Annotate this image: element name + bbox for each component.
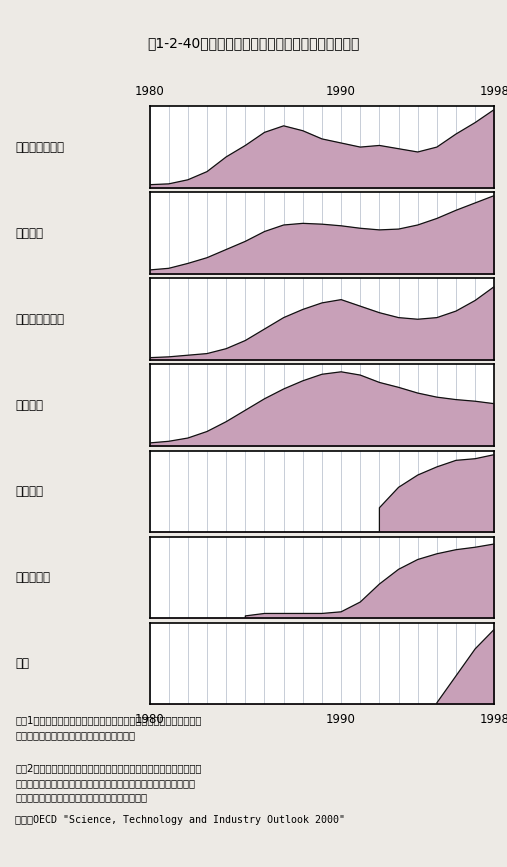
Text: カナダ゛: カナダ゛ xyxy=(15,226,43,239)
Text: 1998: 1998 xyxy=(480,85,507,98)
Text: オーストラリア: オーストラリア xyxy=(15,140,64,153)
Text: 注）1．オーストラリア、イギリス、米国はその他の国に比べスピン
　　　オフ企業の定義を狭くとらえている。: 注）1．オーストラリア、イギリス、米国はその他の国に比べスピン オフ企業の定義を… xyxy=(15,715,202,740)
Text: フランス: フランス xyxy=(15,399,43,412)
Text: イギ゛リス: イギ゛リス xyxy=(15,571,50,584)
Text: 1998: 1998 xyxy=(480,713,507,726)
Text: 資料：OECD "Science, Technology and Industry Outlook 2000": 資料：OECD "Science, Technology and Industr… xyxy=(15,815,345,825)
Text: 1980: 1980 xyxy=(135,85,164,98)
Text: フィンランド゛: フィンランド゛ xyxy=(15,313,64,326)
Text: 1980: 1980 xyxy=(135,713,164,726)
Text: 米国: 米国 xyxy=(15,657,29,670)
Text: 2．オーストラリア、フランスは政府の資金によって運営される
　　　研究機関、カナダ、イギリス、米国は大学、フィンランド、
　　　ドイツは公的研究機関を対象として: 2．オーストラリア、フランスは政府の資金によって運営される 研究機関、カナダ、イ… xyxy=(15,763,202,803)
Text: 1990: 1990 xyxy=(326,85,356,98)
Text: ト゛イツ: ト゛イツ xyxy=(15,485,43,498)
Text: 1990: 1990 xyxy=(326,713,356,726)
Text: 第1-2-40図　各国のスピンオフ企業設立のトレンド: 第1-2-40図 各国のスピンオフ企業設立のトレンド xyxy=(148,36,359,50)
